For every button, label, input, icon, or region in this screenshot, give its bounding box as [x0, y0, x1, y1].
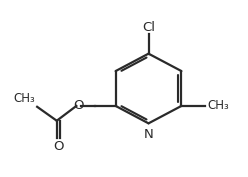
- Text: N: N: [144, 128, 154, 141]
- Text: O: O: [74, 99, 84, 112]
- Text: Cl: Cl: [142, 21, 155, 34]
- Text: O: O: [53, 139, 63, 153]
- Text: CH₃: CH₃: [13, 92, 35, 105]
- Text: CH₃: CH₃: [207, 99, 229, 112]
